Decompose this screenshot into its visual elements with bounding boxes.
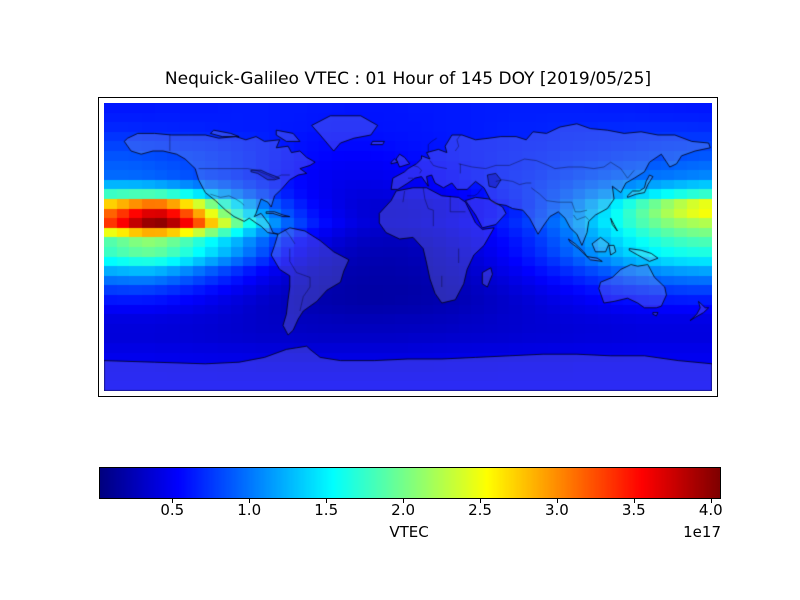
colorbar-tick-mark (249, 499, 251, 503)
colorbar-offset-text: 1e17 (683, 523, 721, 541)
colorbar-tick-mark (326, 499, 328, 503)
colorbar-tick-mark (556, 499, 558, 503)
colorbar-tick-label: 1.5 (314, 501, 339, 519)
colorbar-tick-label: 3.5 (621, 501, 646, 519)
colorbar-tick-label: 2.0 (391, 501, 416, 519)
colorbar-axis-label: VTEC (389, 523, 429, 541)
colorbar-tick-mark (633, 499, 635, 503)
vtec-world-heatmap-canvas (104, 103, 712, 391)
colorbar-tick-label: 4.0 (698, 501, 723, 519)
colorbar-tick-mark (172, 499, 174, 503)
colorbar-tick-mark (480, 499, 481, 503)
colorbar-tick-label: 3.0 (544, 501, 569, 519)
figure-title: Nequick-Galileo VTEC : 01 Hour of 145 DO… (164, 69, 652, 89)
colorbar-gradient (99, 467, 721, 499)
colorbar-tick-label: 1.0 (237, 501, 262, 519)
colorbar-tick-mark (403, 499, 405, 503)
colorbar-tick-label: 0.5 (160, 501, 185, 519)
colorbar-tick-mark (710, 499, 712, 503)
colorbar-tick-label: 2.5 (468, 501, 492, 519)
